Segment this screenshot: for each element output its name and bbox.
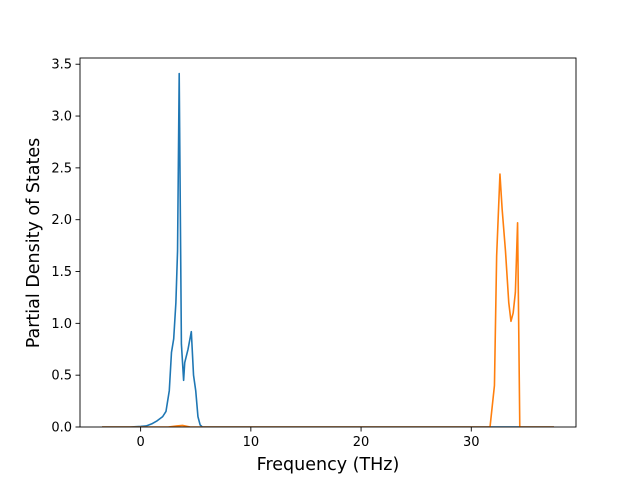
y-tick-label: 3.0 xyxy=(51,110,72,125)
x-tick-label: 10 xyxy=(243,435,260,450)
axes-layer: 0 10 20 30 0.0 0.5 1.0 1.5 2.0 2.5 3.0 3.5 xyxy=(51,57,577,450)
series-line-1 xyxy=(102,72,554,427)
x-tick-label: 20 xyxy=(353,435,370,450)
plot-frame xyxy=(79,57,577,428)
y-tick-label: 0.5 xyxy=(51,369,72,384)
y-tick-label: 1.5 xyxy=(51,265,72,280)
y-tick-label: 2.0 xyxy=(51,213,72,228)
y-axis-label: Partial Density of States xyxy=(24,138,44,349)
y-tick-label: 0.0 xyxy=(51,421,72,436)
series-line-2 xyxy=(102,173,554,427)
y-tick-label: 2.5 xyxy=(51,161,72,176)
x-tick-label: 30 xyxy=(463,435,480,450)
series-layer xyxy=(102,72,554,427)
x-axis-label: Frequency (THz) xyxy=(257,455,400,475)
y-tick-label: 3.5 xyxy=(51,58,72,73)
y-tick-label: 1.0 xyxy=(51,317,72,332)
x-tick-label: 0 xyxy=(136,435,144,450)
